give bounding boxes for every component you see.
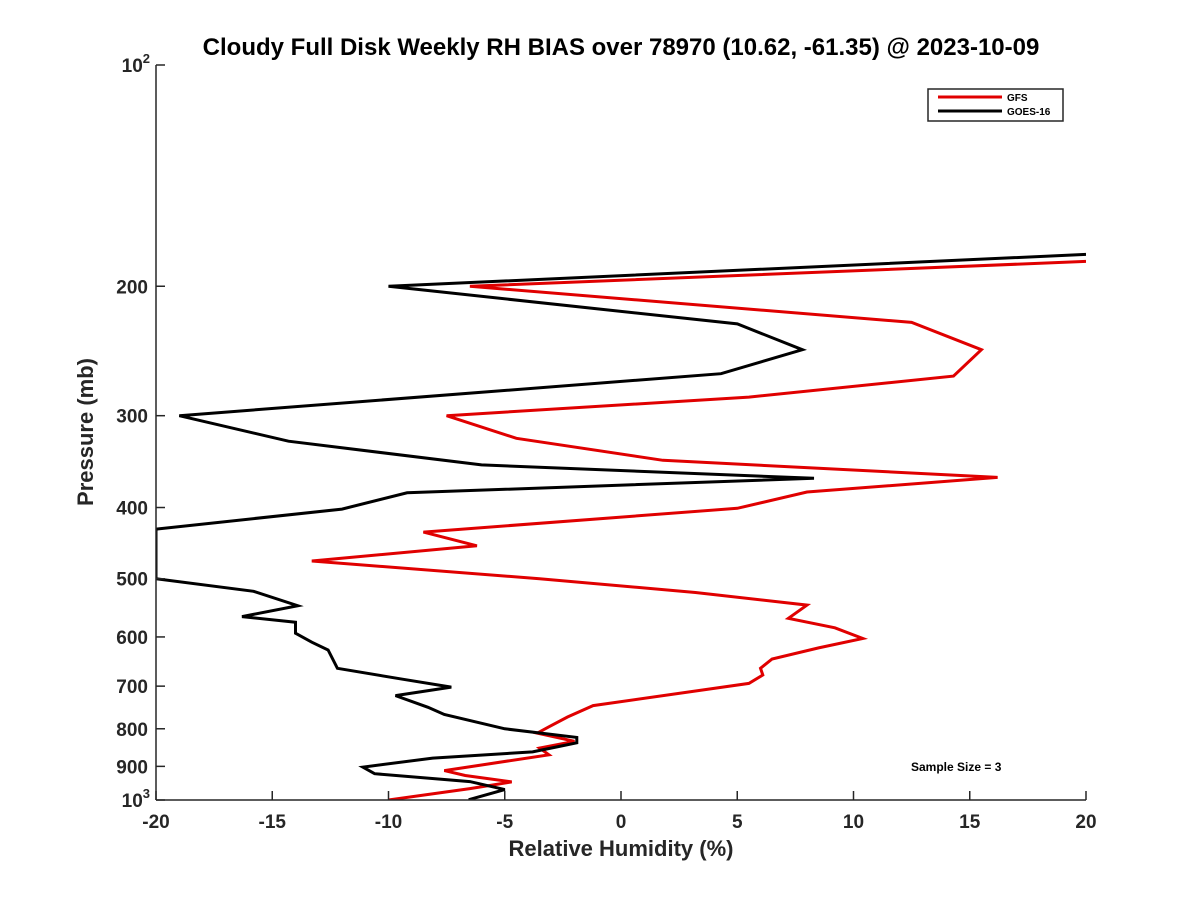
y-tick-label: 500 [116,570,148,591]
y-tick-label: 102 [122,51,150,77]
y-tick-label: 700 [116,677,148,698]
x-tick-label: 15 [959,812,981,833]
chart-title: Cloudy Full Disk Weekly RH BIAS over 789… [203,34,1040,61]
y-axis-label: Pressure (mb) [73,358,98,506]
axes-layer [155,65,1086,801]
x-tick-label: -5 [496,812,513,833]
x-ticks: -20 -15 -10 -5 0 5 10 15 20 [142,791,1097,833]
legend: GFS GOES-16 [927,88,1064,122]
y-tick-label: 900 [116,757,148,778]
legend-label: GFS [1007,93,1028,104]
x-axis-label: Relative Humidity (%) [509,836,734,861]
sample-size-annotation: Sample Size = 3 [911,760,1002,774]
y-tick-label: 800 [116,720,148,741]
legend-box [927,88,1064,122]
legend-label: GOES-16 [1007,107,1051,118]
x-tick-label: -15 [259,812,287,833]
x-tick-label: -10 [375,812,402,833]
series-layer [156,252,1086,800]
y-ticks: 102 200 300 400 500 600 700 800 900 103 [116,51,165,812]
series-line-goes-16 [156,252,1086,800]
x-tick-label: 0 [616,812,627,833]
x-tick-label: -20 [142,812,169,833]
x-tick-label: 10 [843,812,864,833]
y-tick-label: 600 [116,628,148,649]
y-tick-label: 200 [116,277,148,298]
y-tick-label: 400 [116,499,148,520]
series-line-gfs [311,259,1086,800]
x-tick-label: 5 [732,812,743,833]
y-tick-label: 300 [116,407,148,428]
x-tick-label: 20 [1075,812,1096,833]
y-tick-label: 103 [122,786,150,812]
